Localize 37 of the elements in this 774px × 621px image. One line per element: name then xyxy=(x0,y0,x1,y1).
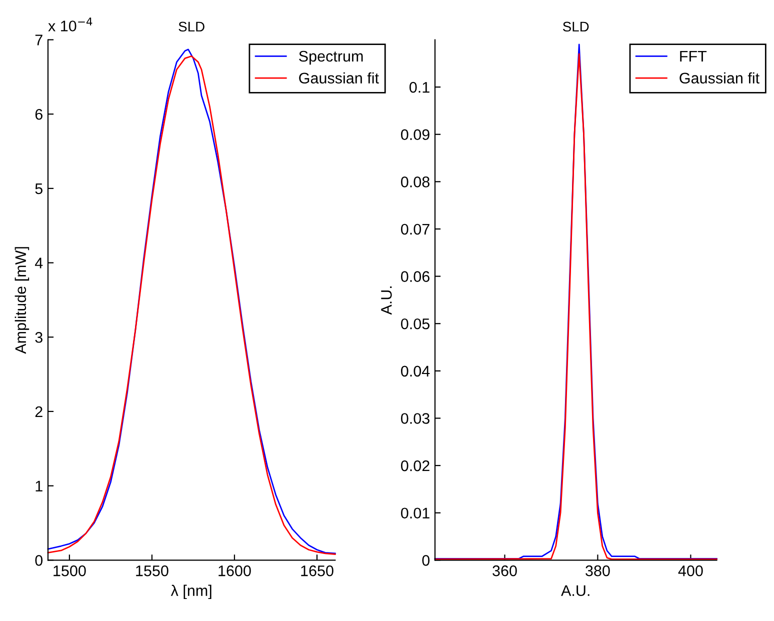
y-tick-label: 0.06 xyxy=(400,271,430,282)
y-tick-label: 7 xyxy=(35,34,42,46)
text: x 10$^{−4}$ xyxy=(48,18,92,32)
y-tick-label: 0 xyxy=(35,555,43,566)
chart-title: SLD xyxy=(178,22,204,32)
legend-label: FFT xyxy=(680,51,707,62)
y-tick-label: 0.1 xyxy=(409,82,430,93)
legend-label: Spectrum xyxy=(299,50,363,65)
y-tick-label: 0.02 xyxy=(400,460,430,472)
y-axis-title: Amplitude [mW] xyxy=(14,247,30,354)
y-tick-label: 0.03 xyxy=(400,413,430,424)
y-tick-label: 0.05 xyxy=(400,318,430,330)
y-tick-label: 0.07 xyxy=(400,224,430,235)
x-axis-title: A.U. xyxy=(561,585,590,596)
y-tick-label: 0.04 xyxy=(400,366,430,377)
x-tick-label: 1550 xyxy=(136,565,168,576)
chart-title: SLD xyxy=(562,22,589,32)
y-tick-label: 0 xyxy=(422,555,430,566)
y-tick-label: 1 xyxy=(36,480,42,492)
x-tick-label: 380 xyxy=(586,565,610,576)
legend-label: Gaussian fit xyxy=(680,72,760,84)
y-tick-label: 6 xyxy=(35,108,42,120)
x-tick-label: 360 xyxy=(492,565,517,576)
x-tick-label: 1600 xyxy=(218,565,251,576)
x-tick-label: 1650 xyxy=(301,565,334,576)
y-tick-label: 4 xyxy=(34,258,43,268)
y-tick-label: 2 xyxy=(35,406,42,417)
x-axis-title: λ [nm] xyxy=(170,584,212,600)
y-tick-label: 3 xyxy=(35,332,42,343)
y-tick-label: 0.09 xyxy=(400,129,430,140)
x-tick-label: 1500 xyxy=(54,565,86,576)
y-tick-label: 0.08 xyxy=(400,176,430,188)
y-tick-label: 5 xyxy=(35,183,42,194)
y-axis-title: A.U. xyxy=(381,286,392,315)
y-tick-label: 0.01 xyxy=(400,508,430,519)
x-tick-label: 400 xyxy=(678,565,703,576)
legend-label: Gaussian fit xyxy=(299,72,379,84)
